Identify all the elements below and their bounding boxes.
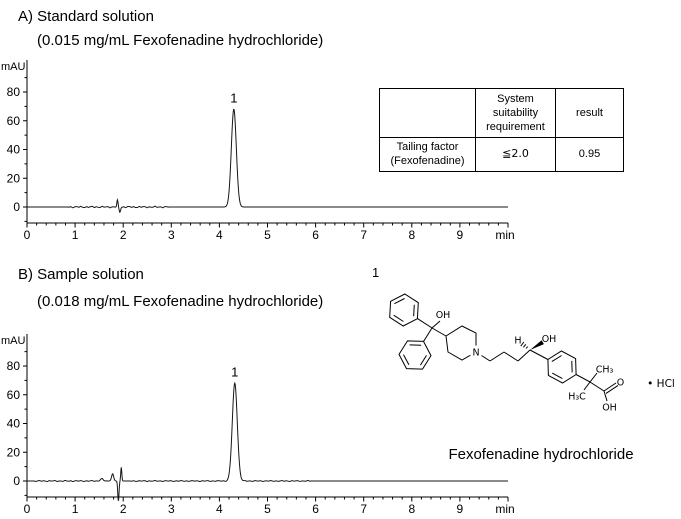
structure-bonds — [389, 293, 619, 402]
x-tick-label: 7 — [360, 502, 367, 516]
bond — [589, 372, 598, 383]
hydroxyl-label-2: OH — [542, 334, 557, 345]
peak-label: 1 — [231, 364, 238, 379]
structure-peak-number: 1 — [372, 265, 380, 280]
table-header-result: result — [555, 88, 624, 138]
x-tick-label: 2 — [120, 502, 127, 516]
y-axis-unit: mAU — [1, 335, 26, 347]
y-tick-label: 20 — [7, 445, 21, 459]
x-tick-label: 3 — [168, 502, 175, 516]
y-tick-label: 40 — [7, 143, 21, 157]
aromatic-inner-bond — [413, 304, 415, 317]
benzene-ring — [398, 340, 432, 370]
bond — [583, 381, 591, 391]
bond — [603, 390, 608, 402]
bond — [517, 349, 531, 362]
bond — [529, 349, 549, 360]
y-tick-label: 60 — [7, 114, 21, 128]
panel-b-title: B) Sample solution — [18, 266, 144, 283]
hcl-salt-label: • HCl — [647, 378, 675, 390]
bond — [431, 327, 447, 337]
bond — [423, 327, 433, 342]
stereo-h-label: H — [514, 336, 521, 347]
x-tick-label: 1 — [72, 502, 79, 516]
bond — [417, 318, 433, 329]
bond — [503, 351, 519, 362]
y-tick-label: 60 — [7, 388, 21, 402]
x-tick-label: 6 — [312, 502, 319, 516]
bond — [603, 382, 617, 392]
stereo-wedge-bond — [530, 340, 544, 350]
peak-label: 1 — [230, 90, 237, 105]
panel-a-title: A) Standard solution — [18, 8, 154, 25]
methyl-label-upper: CH₃ — [596, 365, 614, 376]
aromatic-inner-bond — [551, 372, 563, 379]
table-header-requirement: System suitability requirement — [475, 88, 556, 138]
nitrogen-label: N — [472, 348, 479, 359]
n-label-backing — [469, 345, 483, 359]
y-tick-label: 80 — [7, 359, 21, 373]
table-header-row: System suitability requirement result — [379, 88, 624, 138]
x-axis-unit: min — [495, 502, 514, 516]
x-tick-label: 0 — [24, 502, 31, 516]
methyl-label-lower: H₃C — [568, 392, 586, 403]
x-tick-label: 9 — [457, 502, 464, 516]
x-axis-unit: min — [495, 228, 514, 242]
aromatic-inner-bond — [394, 298, 405, 305]
chromatogram-a: 0 20 40 60 80 0 1 2 3 4 5 6 7 8 9 mAU min 1 — [1, 60, 515, 242]
y-axis-unit: mAU — [1, 61, 26, 73]
table-cell-parameter: Tailing factor (Fexofenadine) — [379, 137, 476, 172]
system-suitability-table: System suitability requirement result Ta… — [379, 88, 624, 172]
molecular-structure: OH N H OH CH₃ H₃C O OH • HCl — [389, 293, 675, 414]
x-tick-label: 8 — [408, 228, 415, 242]
bond — [431, 320, 441, 329]
x-tick-label: 2 — [120, 228, 127, 242]
x-tick-label: 8 — [408, 502, 415, 516]
panel-b-subtitle: (0.018 mg/mL Fexofenadine hydrochloride) — [37, 293, 324, 310]
y-tick-label: 0 — [13, 200, 20, 214]
y-tick-label: 0 — [13, 474, 20, 488]
x-tick-label: 3 — [168, 228, 175, 242]
benzene-ring — [547, 350, 577, 384]
y-tick-label: 20 — [7, 171, 21, 185]
x-tick-label: 1 — [72, 228, 79, 242]
table-cell-requirement-value: ≦2.0 — [475, 137, 556, 172]
x-tick-label: 9 — [457, 228, 464, 242]
bond — [489, 351, 505, 362]
bond — [589, 381, 605, 392]
aromatic-inner-bond — [551, 355, 562, 363]
table-cell-result-value: 0.95 — [555, 137, 624, 172]
aromatic-inner-bond — [419, 355, 427, 366]
panel-a-subtitle: (0.015 mg/mL Fexofenadine hydrochloride) — [37, 32, 324, 49]
x-tick-label: 6 — [312, 228, 319, 242]
table-header-empty — [379, 88, 476, 138]
y-tick-label: 40 — [7, 417, 21, 431]
stereo-hash-bond — [520, 341, 525, 347]
hydroxyl-label-1: OH — [436, 310, 451, 321]
stereo-hash-bond — [525, 346, 528, 349]
structure-caption: Fexofenadine hydrochloride — [448, 446, 634, 463]
stereo-hash-bond — [523, 343, 527, 348]
x-tick-label: 5 — [264, 228, 271, 242]
chromatogram-b: 0 20 40 60 80 0 1 2 3 4 5 6 7 8 9 mAU min 1 — [1, 334, 515, 516]
y-tick-label: 80 — [7, 85, 21, 99]
x-tick-label: 7 — [360, 228, 367, 242]
bond — [575, 374, 591, 383]
x-tick-label: 5 — [264, 502, 271, 516]
chromatogram-trace — [27, 109, 508, 214]
benzene-ring — [389, 293, 419, 327]
x-tick-label: 4 — [216, 502, 223, 516]
bond — [605, 384, 619, 394]
aromatic-inner-bond — [403, 354, 410, 366]
carbonyl-o-label: O — [617, 378, 624, 389]
table-row: Tailing factor (Fexofenadine) ≦2.0 0.95 — [379, 137, 624, 172]
x-tick-label: 4 — [216, 228, 223, 242]
x-tick-label: 0 — [24, 228, 31, 242]
aromatic-inner-bond — [393, 314, 404, 322]
hydroxyl-label-3: OH — [602, 403, 617, 414]
chromatogram-trace — [27, 381, 508, 501]
